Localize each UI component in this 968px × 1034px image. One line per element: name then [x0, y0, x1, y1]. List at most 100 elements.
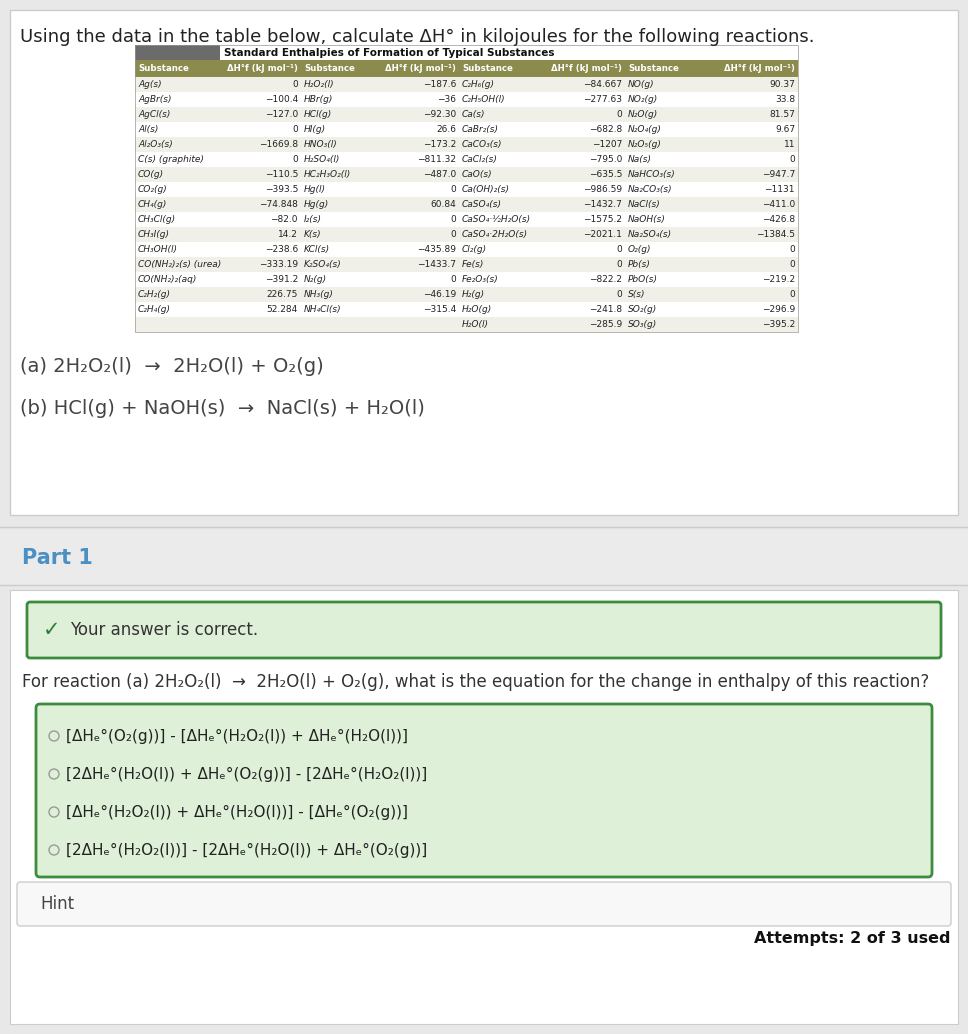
Text: Na(s): Na(s) — [628, 155, 652, 164]
Text: 14.2: 14.2 — [278, 230, 298, 239]
Bar — [135, 197, 798, 212]
Bar — [135, 272, 798, 287]
Text: 81.57: 81.57 — [770, 110, 795, 119]
Text: Na₂SO₄(s): Na₂SO₄(s) — [628, 230, 672, 239]
Text: SO₃(g): SO₃(g) — [628, 320, 657, 329]
Bar — [10, 590, 958, 1024]
Text: −238.6: −238.6 — [265, 245, 298, 254]
Text: H₂(g): H₂(g) — [462, 290, 485, 299]
Text: −1669.8: −1669.8 — [258, 140, 298, 149]
Text: NH₄Cl(s): NH₄Cl(s) — [304, 305, 342, 314]
Text: 11: 11 — [783, 140, 795, 149]
Text: AgBr(s): AgBr(s) — [138, 95, 171, 104]
Text: 0: 0 — [789, 290, 795, 299]
Text: HBr(g): HBr(g) — [304, 95, 333, 104]
Text: −84.667: −84.667 — [583, 80, 622, 89]
Text: Ca(OH)₂(s): Ca(OH)₂(s) — [462, 185, 510, 194]
Text: Hg(g): Hg(g) — [304, 200, 329, 209]
Text: −986.59: −986.59 — [583, 185, 622, 194]
Text: 26.6: 26.6 — [436, 125, 456, 134]
Text: −395.2: −395.2 — [762, 320, 795, 329]
Text: 0: 0 — [450, 215, 456, 224]
Text: ΔH°f (kJ mol⁻¹): ΔH°f (kJ mol⁻¹) — [724, 64, 795, 73]
Text: S(s): S(s) — [628, 290, 646, 299]
Text: −391.2: −391.2 — [265, 275, 298, 284]
Text: [2ΔHₑ°(H₂O(l)) + ΔHₑ°(O₂(g))] - [2ΔHₑ°(H₂O₂(l))]: [2ΔHₑ°(H₂O(l)) + ΔHₑ°(O₂(g))] - [2ΔHₑ°(H… — [66, 766, 427, 782]
Text: −285.9: −285.9 — [589, 320, 622, 329]
Text: Your answer is correct.: Your answer is correct. — [70, 621, 258, 639]
Bar — [135, 287, 798, 302]
Text: 0: 0 — [789, 245, 795, 254]
Text: −315.4: −315.4 — [423, 305, 456, 314]
Bar — [135, 257, 798, 272]
Text: NaCl(s): NaCl(s) — [628, 200, 661, 209]
FancyBboxPatch shape — [36, 704, 932, 877]
Text: −682.8: −682.8 — [589, 125, 622, 134]
Text: 0: 0 — [789, 260, 795, 269]
Text: ΔH°f (kJ mol⁻¹): ΔH°f (kJ mol⁻¹) — [551, 64, 622, 73]
Text: 9.67: 9.67 — [774, 125, 795, 134]
Text: Hg(l): Hg(l) — [304, 185, 326, 194]
Text: 226.75: 226.75 — [266, 290, 298, 299]
Text: Ag(s): Ag(s) — [138, 80, 162, 89]
Text: −411.0: −411.0 — [762, 200, 795, 209]
Text: −435.89: −435.89 — [417, 245, 456, 254]
Text: NaOH(s): NaOH(s) — [628, 215, 666, 224]
Text: CaBr₂(s): CaBr₂(s) — [462, 125, 499, 134]
Text: CaSO₄·½H₂O(s): CaSO₄·½H₂O(s) — [462, 215, 531, 224]
Text: 0: 0 — [450, 230, 456, 239]
Text: CO₂(g): CO₂(g) — [138, 185, 167, 194]
Text: CO(NH₂)₂(aq): CO(NH₂)₂(aq) — [138, 275, 197, 284]
Bar — [135, 302, 798, 317]
Bar — [135, 136, 798, 152]
Text: Hint: Hint — [40, 895, 75, 913]
Text: (a) 2H₂O₂(l)  →  2H₂O(l) + O₂(g): (a) 2H₂O₂(l) → 2H₂O(l) + O₂(g) — [20, 357, 323, 376]
Text: 0: 0 — [789, 155, 795, 164]
Text: −426.8: −426.8 — [762, 215, 795, 224]
Bar — [135, 212, 798, 227]
Text: 0: 0 — [617, 290, 622, 299]
Text: 0: 0 — [450, 275, 456, 284]
FancyBboxPatch shape — [17, 882, 951, 926]
Text: HNO₃(l): HNO₃(l) — [304, 140, 338, 149]
Text: NO₂(g): NO₂(g) — [628, 95, 658, 104]
Text: −187.6: −187.6 — [423, 80, 456, 89]
Bar — [135, 60, 798, 77]
Text: Cl₂(g): Cl₂(g) — [462, 245, 487, 254]
Text: −296.9: −296.9 — [762, 305, 795, 314]
Text: [ΔHₑ°(H₂O₂(l)) + ΔHₑ°(H₂O(l))] - [ΔHₑ°(O₂(g))]: [ΔHₑ°(H₂O₂(l)) + ΔHₑ°(H₂O(l))] - [ΔHₑ°(O… — [66, 804, 408, 820]
Text: −811.32: −811.32 — [417, 155, 456, 164]
Text: N₂O₄(g): N₂O₄(g) — [628, 125, 662, 134]
Text: Fe(s): Fe(s) — [462, 260, 484, 269]
Text: Part 1: Part 1 — [22, 547, 93, 568]
Text: CaSO₄·2H₂O(s): CaSO₄·2H₂O(s) — [462, 230, 529, 239]
Text: AgCl(s): AgCl(s) — [138, 110, 170, 119]
Bar — [135, 77, 798, 92]
Text: −74.848: −74.848 — [259, 200, 298, 209]
Text: −92.30: −92.30 — [423, 110, 456, 119]
Text: −36: −36 — [437, 95, 456, 104]
Bar — [135, 242, 798, 257]
Text: 0: 0 — [617, 260, 622, 269]
Text: ΔH°f (kJ mol⁻¹): ΔH°f (kJ mol⁻¹) — [227, 64, 298, 73]
Text: SO₂(g): SO₂(g) — [628, 305, 657, 314]
Bar — [135, 107, 798, 122]
Text: CH₃OH(l): CH₃OH(l) — [138, 245, 178, 254]
Text: Substance: Substance — [138, 64, 189, 73]
Text: 60.84: 60.84 — [430, 200, 456, 209]
Text: CH₃Cl(g): CH₃Cl(g) — [138, 215, 176, 224]
Text: C₂H₆(g): C₂H₆(g) — [462, 80, 495, 89]
Text: O₂(g): O₂(g) — [628, 245, 651, 254]
Text: Na₂CO₃(s): Na₂CO₃(s) — [628, 185, 673, 194]
Text: Using the data in the table below, calculate ΔH° in kilojoules for the following: Using the data in the table below, calcu… — [20, 28, 814, 45]
Text: −393.5: −393.5 — [264, 185, 298, 194]
Bar — [135, 227, 798, 242]
Text: [ΔHₑ°(O₂(g))] - [ΔHₑ°(H₂O₂(l)) + ΔHₑ°(H₂O(l))]: [ΔHₑ°(O₂(g))] - [ΔHₑ°(H₂O₂(l)) + ΔHₑ°(H₂… — [66, 729, 408, 743]
Text: −487.0: −487.0 — [423, 170, 456, 179]
Text: −2021.1: −2021.1 — [583, 230, 622, 239]
Text: KCl(s): KCl(s) — [304, 245, 330, 254]
Text: H₂O₂(l): H₂O₂(l) — [304, 80, 335, 89]
Text: Pb(s): Pb(s) — [628, 260, 650, 269]
Text: 0: 0 — [292, 125, 298, 134]
FancyBboxPatch shape — [27, 602, 941, 658]
